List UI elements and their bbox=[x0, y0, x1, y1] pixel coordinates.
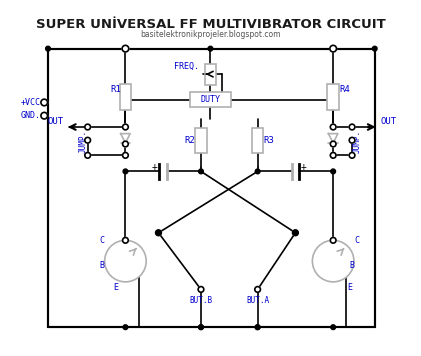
Circle shape bbox=[105, 240, 146, 282]
Text: FREQ.: FREQ. bbox=[174, 62, 199, 71]
Text: SUPER UNİVERSAL FF MULTIVIBRATOR CIRCUIT: SUPER UNİVERSAL FF MULTIVIBRATOR CIRCUIT bbox=[35, 17, 385, 31]
Circle shape bbox=[255, 325, 260, 330]
Circle shape bbox=[312, 240, 354, 282]
Circle shape bbox=[330, 237, 336, 243]
Text: R3: R3 bbox=[264, 136, 274, 145]
Circle shape bbox=[330, 45, 336, 52]
Bar bbox=[48, 49, 375, 327]
Text: C: C bbox=[354, 236, 359, 245]
Circle shape bbox=[293, 230, 298, 235]
Text: E: E bbox=[348, 283, 353, 292]
Text: B: B bbox=[349, 261, 354, 270]
Circle shape bbox=[123, 169, 128, 174]
Bar bbox=[252, 128, 263, 152]
Circle shape bbox=[330, 152, 336, 158]
Circle shape bbox=[349, 124, 355, 130]
Circle shape bbox=[156, 230, 161, 236]
Circle shape bbox=[199, 169, 203, 174]
Text: OUT: OUT bbox=[381, 117, 397, 126]
Polygon shape bbox=[328, 134, 338, 143]
Circle shape bbox=[331, 325, 336, 330]
Circle shape bbox=[199, 325, 203, 330]
Text: +: + bbox=[301, 162, 307, 172]
Circle shape bbox=[331, 169, 336, 174]
Bar bbox=[120, 84, 131, 110]
Text: +VCC: +VCC bbox=[21, 98, 41, 107]
Circle shape bbox=[85, 124, 91, 130]
Circle shape bbox=[372, 46, 377, 51]
Circle shape bbox=[198, 287, 204, 292]
Circle shape bbox=[349, 152, 355, 158]
Circle shape bbox=[156, 230, 161, 235]
Text: JUMP.: JUMP. bbox=[78, 130, 88, 153]
Text: R4: R4 bbox=[339, 85, 350, 94]
Text: GND.: GND. bbox=[21, 111, 41, 120]
Circle shape bbox=[123, 152, 128, 158]
Text: JUMP.: JUMP. bbox=[352, 130, 361, 153]
Bar bbox=[328, 84, 339, 110]
Circle shape bbox=[123, 141, 128, 147]
Circle shape bbox=[255, 325, 260, 330]
Circle shape bbox=[45, 46, 51, 51]
Text: BUT.B: BUT.B bbox=[189, 296, 213, 305]
Circle shape bbox=[293, 230, 298, 236]
Circle shape bbox=[349, 137, 355, 143]
Text: DUTY: DUTY bbox=[200, 95, 221, 104]
Text: +: + bbox=[152, 162, 157, 172]
Text: R2: R2 bbox=[184, 136, 195, 145]
Circle shape bbox=[199, 325, 203, 330]
Circle shape bbox=[123, 237, 128, 243]
Bar bbox=[189, 92, 231, 107]
Circle shape bbox=[85, 152, 91, 158]
Circle shape bbox=[41, 112, 48, 119]
Text: B: B bbox=[99, 261, 104, 270]
Bar bbox=[205, 64, 216, 84]
Polygon shape bbox=[121, 134, 130, 143]
Circle shape bbox=[123, 325, 128, 330]
Circle shape bbox=[85, 137, 91, 143]
Circle shape bbox=[123, 124, 128, 130]
Bar bbox=[195, 128, 207, 152]
Text: R1: R1 bbox=[111, 85, 121, 94]
Circle shape bbox=[330, 141, 336, 147]
Circle shape bbox=[330, 124, 336, 130]
Circle shape bbox=[122, 45, 129, 52]
Text: BUT.A: BUT.A bbox=[246, 296, 269, 305]
Text: E: E bbox=[114, 283, 118, 292]
Circle shape bbox=[41, 99, 48, 106]
Circle shape bbox=[255, 169, 260, 174]
Text: OUT: OUT bbox=[48, 117, 64, 126]
Text: basitelektronikprojeler.blogspot.com: basitelektronikprojeler.blogspot.com bbox=[140, 30, 281, 39]
Circle shape bbox=[255, 287, 261, 292]
Circle shape bbox=[208, 46, 213, 51]
Text: C: C bbox=[99, 236, 104, 245]
